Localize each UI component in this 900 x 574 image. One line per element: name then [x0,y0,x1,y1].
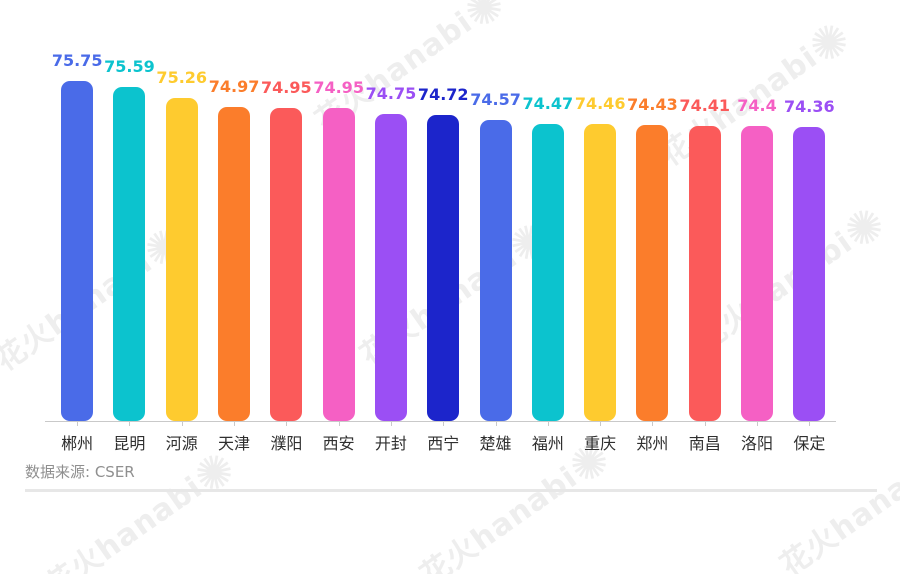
bar[interactable] [165,97,198,421]
bar-value-label: 74.36 [784,97,835,117]
bar-value-label: 75.75 [51,51,103,71]
bar-value-label: 74.57 [470,90,521,110]
bar[interactable] [793,127,826,421]
axis-tick [338,421,340,426]
bar-column: 74.36 保定 [783,0,835,453]
x-axis-label: 昆明 [113,434,146,453]
x-axis-label: 郑州 [636,434,669,453]
x-axis-label: 楚雄 [479,434,512,453]
firework-icon: ✺ [833,194,897,261]
axis-tick [600,421,602,426]
bar-value-label: 74.75 [365,84,417,104]
x-axis-label: 西安 [322,434,355,453]
x-axis-label: 保定 [793,434,826,453]
bar-column: 74.46 重庆 [574,0,626,453]
bar-column: 74.41 南昌 [679,0,731,453]
bar-value-label: 74.43 [627,95,678,115]
bar-value-label: 74.95 [261,77,312,97]
bar-column: 74.95 西安 [313,0,365,453]
x-axis-label: 河源 [165,434,198,453]
bar[interactable] [479,120,512,421]
bar-value-label: 74.4 [737,96,777,116]
axis-tick [77,421,79,426]
bar[interactable] [531,123,564,421]
x-axis-label: 福州 [531,434,564,453]
watermark-text: 花火hanabi [39,469,210,574]
axis-tick [495,421,497,426]
bar[interactable] [374,114,407,421]
bar[interactable] [688,125,721,421]
watermark-text: 花火hanabi [414,459,585,574]
bar-value-label: 74.46 [574,94,626,114]
bar[interactable] [61,81,94,421]
bar-chart-plot-area: 75.75 郴州 75.59 昆明 75.26 河源 74.97 天津 74.95 濮阳 74.95… [51,0,836,453]
bar-column: 74.57 楚雄 [469,0,521,453]
axis-tick [181,421,183,426]
x-axis-label: 天津 [218,434,251,453]
bar-value-label: 74.97 [208,77,260,97]
watermark: 花火hanabi✺ [33,439,247,574]
bar[interactable] [584,124,617,421]
axis-tick [390,421,392,426]
bar-value-label: 75.26 [156,67,208,87]
bar-column: 74.72 西宁 [417,0,469,453]
axis-tick [704,421,706,426]
bar-column: 75.75 郴州 [51,0,103,453]
x-axis-label: 洛阳 [741,434,774,453]
bar-column: 75.26 河源 [156,0,208,453]
axis-tick [443,421,445,426]
bar-column: 74.43 郑州 [626,0,678,453]
bar-column: 74.95 濮阳 [260,0,312,453]
watermark: 花火hanabi✺ [768,419,900,574]
axis-tick [234,421,236,426]
x-axis-label: 郴州 [61,434,94,453]
bar[interactable] [113,86,146,421]
bar-value-label: 74.95 [313,77,364,97]
bar[interactable] [636,125,669,421]
axis-tick [129,421,131,426]
bar-column: 74.47 福州 [522,0,574,453]
x-axis-label: 西宁 [427,434,460,453]
bar-value-label: 74.41 [679,95,731,115]
bar[interactable] [218,107,251,421]
footer-divider [25,489,877,492]
x-axis-label: 重庆 [584,434,617,453]
x-axis-line [45,421,836,422]
bar-value-label: 75.59 [104,56,155,76]
axis-tick [652,421,654,426]
axis-tick [809,421,811,426]
bar[interactable] [741,126,774,421]
x-axis-label: 开封 [374,434,407,453]
bar[interactable] [427,115,460,421]
axis-tick [286,421,288,426]
bar-column: 74.97 天津 [208,0,260,453]
bar-column: 75.59 昆明 [103,0,155,453]
x-axis-label: 南昌 [688,434,721,453]
axis-tick [547,421,549,426]
bar-column: 74.75 开封 [365,0,417,453]
data-source-label: 数据来源: CSER [25,463,135,481]
watermark-text: 花火hanabi [774,449,900,574]
x-axis-label: 濮阳 [270,434,303,453]
bar-value-label: 74.47 [522,93,574,113]
bar-value-label: 74.72 [417,85,469,105]
bar-column: 74.4 洛阳 [731,0,783,453]
bar[interactable] [322,107,355,421]
axis-tick [757,421,759,426]
bar[interactable] [270,107,303,421]
